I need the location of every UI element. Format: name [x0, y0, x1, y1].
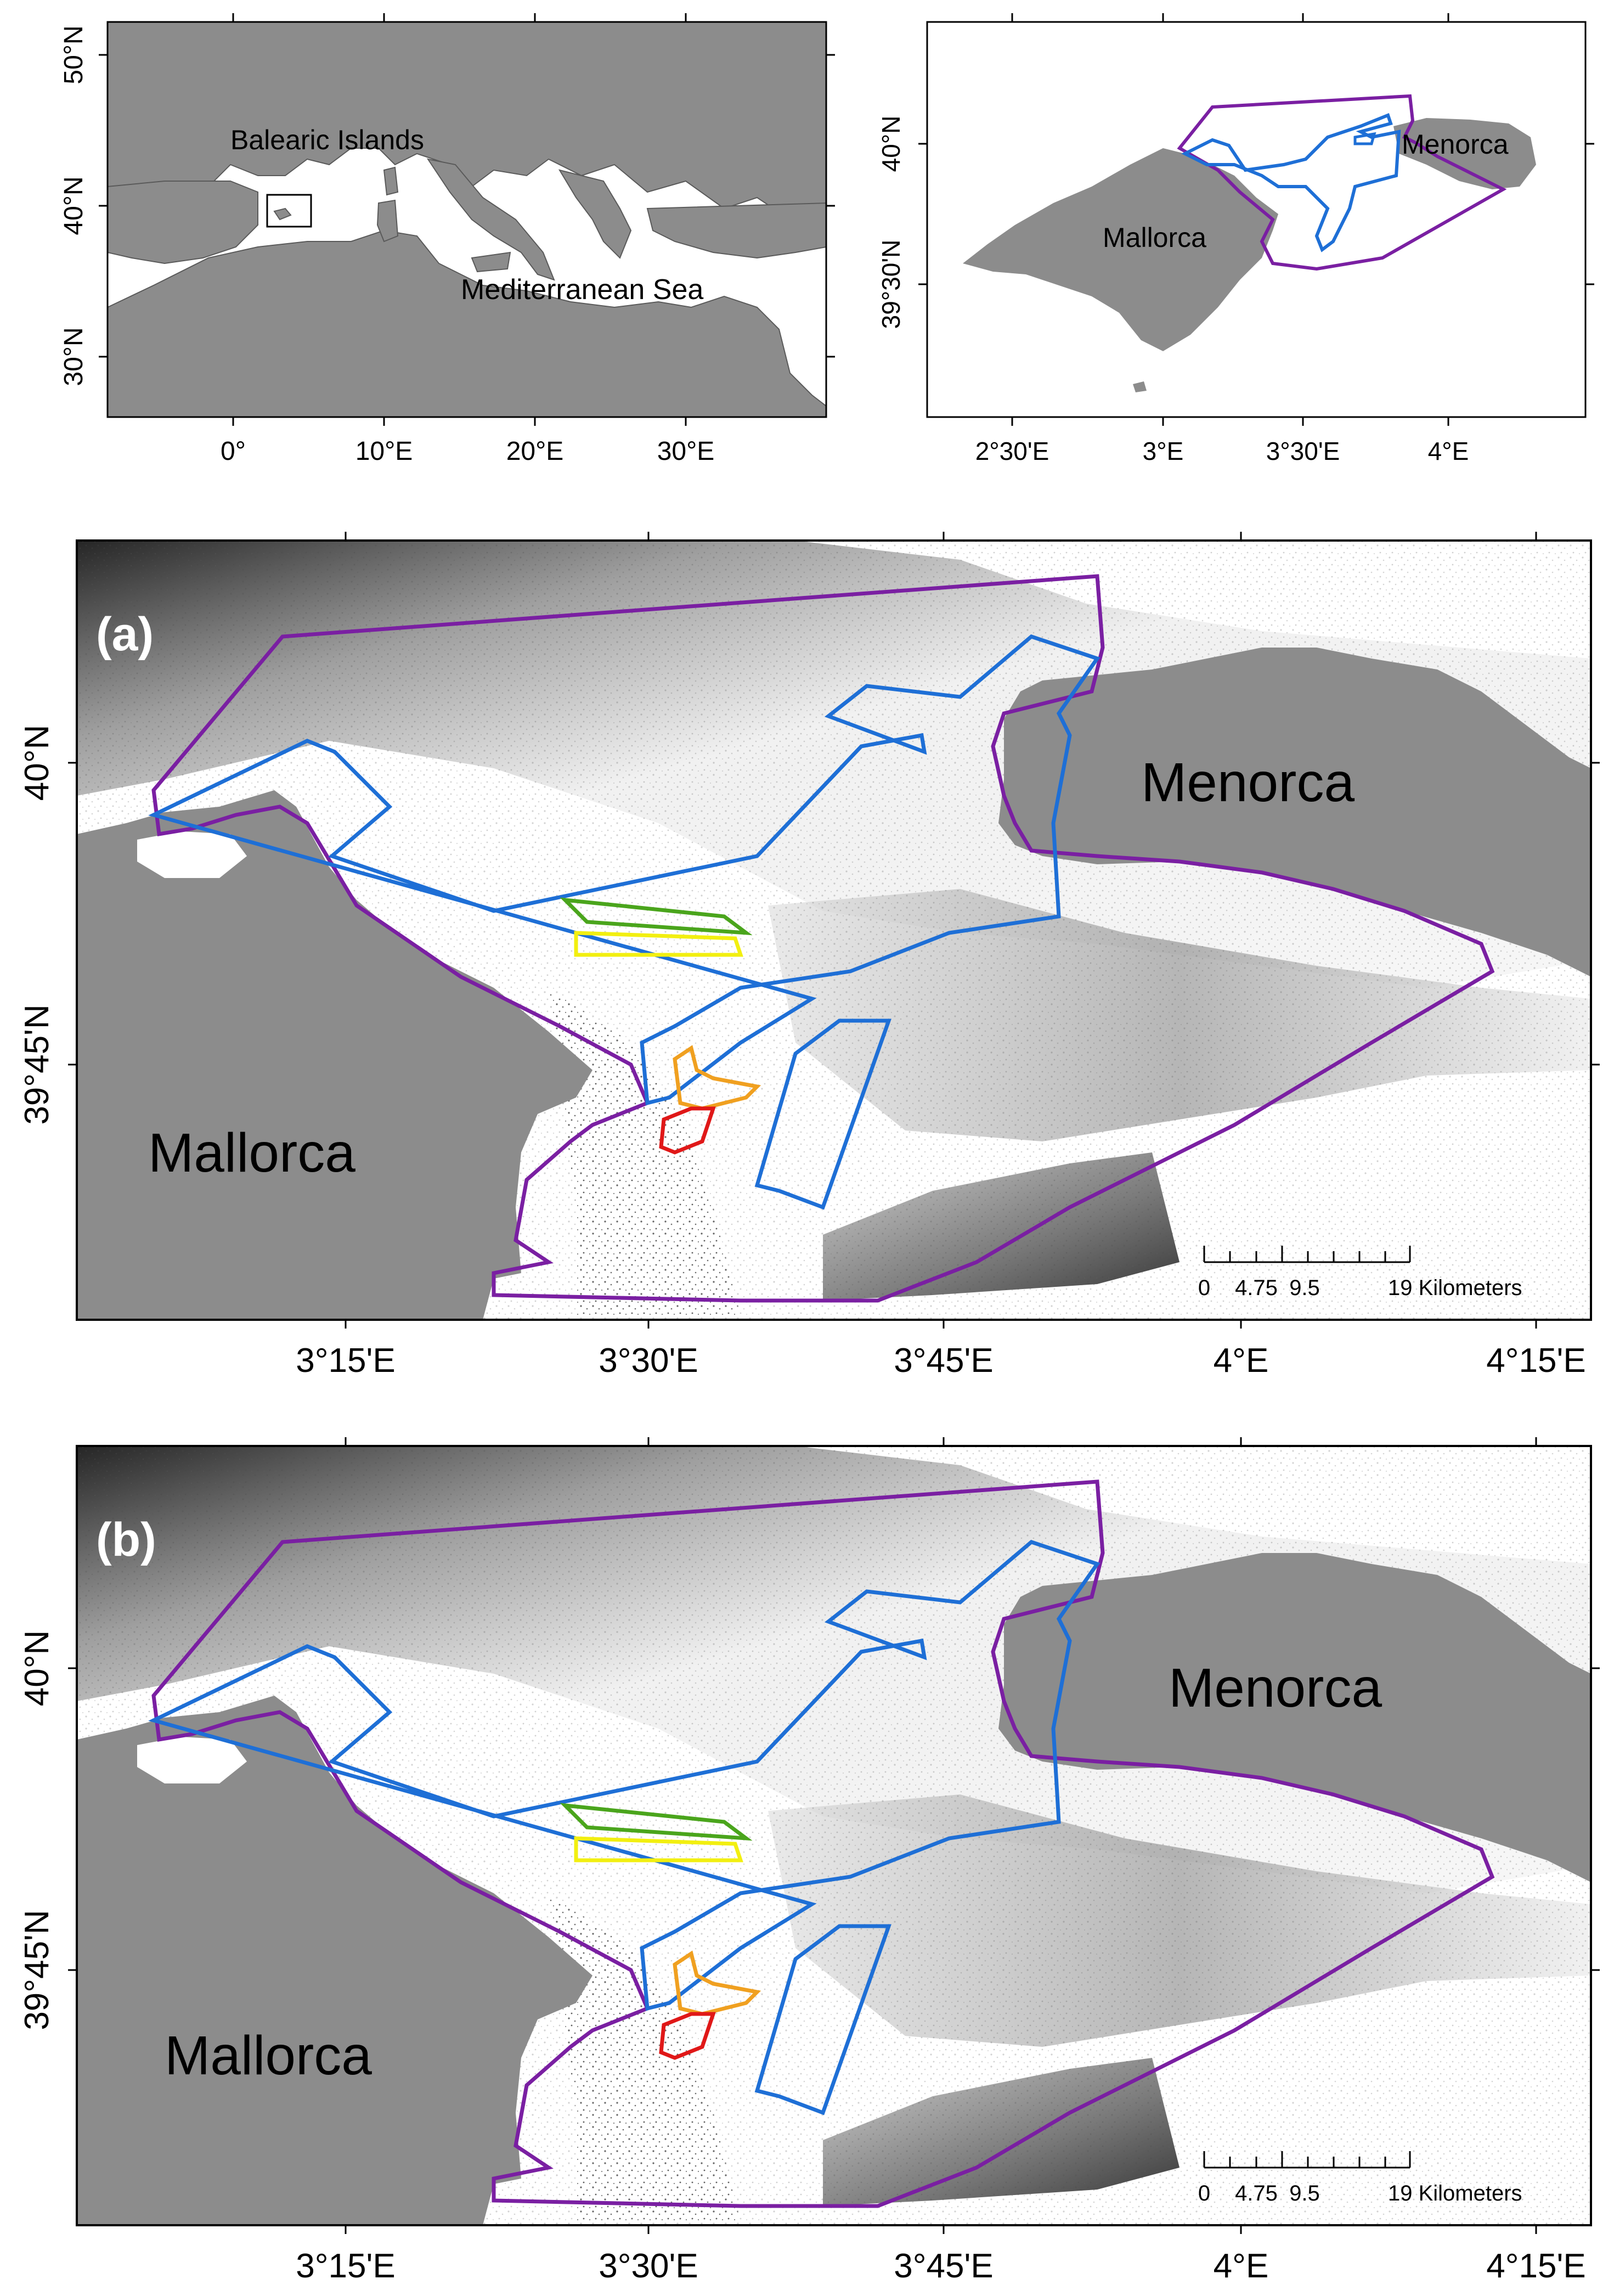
panel-a-menorca — [998, 648, 1591, 977]
inset-map-frame — [926, 21, 1587, 418]
overview-ticks — [99, 13, 835, 426]
balearic-highlight-box — [266, 194, 312, 228]
panel-b-scale-tick-0: 0 — [1198, 2181, 1210, 2205]
panel-b-scale-tick-2: 9.5 — [1289, 2181, 1320, 2205]
panel-b-yellow-box — [574, 1836, 743, 1862]
overview-sea-label: Mediterranean Sea — [461, 274, 703, 306]
panel-b-scale-bar — [1203, 2151, 1411, 2169]
panel-b-outer-boundary — [151, 1479, 1495, 2208]
panel-a-scale-tick-0: 0 — [1198, 1276, 1210, 1300]
inset-cabrera — [1133, 381, 1147, 392]
inset-lon-tick-3: 3°30'E — [1266, 437, 1340, 465]
inset-outer-boundary — [1177, 94, 1507, 271]
overview-lon-tick-3: 20°E — [506, 437, 564, 466]
overview-map-land — [107, 21, 827, 418]
panel-a-menorca-label: Menorca — [1141, 752, 1355, 813]
panel-b-inner-boundary-east-box — [754, 1924, 891, 2115]
panel-b-lon-tick-4: 4°E — [1214, 2247, 1269, 2285]
overview-map-frame — [106, 21, 827, 418]
panel-a-outer-boundary — [151, 574, 1495, 1303]
panel-a-scale-tick-3: 19 Kilometers — [1388, 1276, 1522, 1300]
inset-lon-tick-2: 3°E — [1143, 437, 1184, 465]
inset-mallorca — [963, 148, 1278, 351]
overview-lat-tick-2: 40°N — [59, 176, 88, 235]
panel-b-orange-box — [673, 1950, 761, 2016]
panel-b-menorca-label: Menorca — [1169, 1657, 1382, 1719]
panel-b-inner-boundary — [148, 1540, 1101, 2011]
overview-lat-tick-3: 30°N — [59, 327, 88, 386]
overview-region-label: Balearic Islands — [230, 125, 424, 155]
panel-b-scale-tick-3: 19 Kilometers — [1388, 2181, 1522, 2205]
panel-a-green-box — [560, 897, 753, 936]
panel-a-lat-tick-1: 40°N — [18, 725, 56, 801]
panel-b-scale-tick-1: 4.75 — [1235, 2181, 1278, 2205]
inset-inner-boundary — [1181, 113, 1401, 252]
panel-b-mallorca-label: Mallorca — [165, 2025, 372, 2086]
panel-a-map: (a) Mallorca Menorca 0 4.75 9.5 19 Kilom… — [18, 532, 1600, 1380]
inset-ticks — [918, 13, 1594, 426]
inset-menorca-label: Menorca — [1402, 129, 1509, 160]
panel-a-scale-bar — [1203, 1246, 1411, 1263]
panel-a-lat-tick-2: 39°45'N — [18, 1004, 56, 1124]
panel-b-lat-tick-2: 39°45'N — [18, 1910, 56, 2030]
panel-b-red-box — [659, 2012, 716, 2060]
panel-b-lon-tick-3: 3°45'E — [894, 2247, 993, 2285]
panel-b-green-box — [560, 1803, 753, 1841]
panel-a-mallorca-bay — [137, 831, 247, 878]
inset-menorca — [1393, 118, 1536, 189]
panel-b-map: (b) Mallorca Menorca 0 4.75 9.5 19 Kilom… — [18, 1437, 1600, 2285]
panel-b-lon-tick-5: 4°15'E — [1486, 2247, 1585, 2285]
panel-b-letter: (b) — [96, 1513, 156, 1566]
panel-a-ticks — [68, 532, 1600, 1329]
panel-a-inner-boundary-east-box — [754, 1018, 891, 1210]
panel-a-letter: (a) — [96, 608, 154, 661]
panel-a-mallorca-label: Mallorca — [148, 1122, 355, 1184]
panel-b-ticks — [68, 1437, 1600, 2234]
panel-b-vessel-density-core — [549, 1893, 741, 2222]
panel-b-lon-tick-2: 3°30'E — [599, 2247, 698, 2285]
panel-a-frame — [76, 539, 1592, 1321]
overview-lon-tick-2: 10°E — [355, 437, 413, 466]
overview-lat-tick-1: 50°N — [59, 25, 88, 84]
inset-lon-tick-1: 2°30'E — [975, 437, 1049, 465]
inset-map: Mallorca Menorca 40°N 39°30'N 2°30'E 3°E… — [877, 13, 1594, 465]
panel-a-red-box — [659, 1106, 716, 1155]
panel-a-yellow-box — [574, 931, 743, 957]
overview-lon-tick-1: 0° — [221, 437, 246, 466]
panel-a-lon-tick-5: 4°15'E — [1486, 1342, 1585, 1380]
panel-b-frame — [76, 1445, 1592, 2226]
panel-b-mallorca — [77, 1696, 592, 2225]
panel-a-orange-box — [673, 1045, 761, 1111]
panel-a-lon-tick-4: 4°E — [1214, 1342, 1269, 1380]
inset-lat-tick-2: 39°30'N — [877, 240, 905, 329]
panel-b-lat-tick-1: 40°N — [18, 1630, 56, 1707]
overview-map: Balearic Islands Mediterranean Sea 50°N … — [59, 13, 835, 466]
inset-mallorca-label: Mallorca — [1103, 222, 1206, 253]
inset-lat-tick-1: 40°N — [877, 116, 905, 172]
panel-b-mallorca-bay — [137, 1737, 247, 1783]
panel-a-mallorca — [77, 790, 592, 1320]
inset-inner-boundary-notch — [1353, 132, 1376, 145]
panel-b-menorca — [998, 1553, 1591, 1882]
overview-lon-tick-4: 30°E — [657, 437, 715, 466]
panel-a-scale-tick-1: 4.75 — [1235, 1276, 1278, 1300]
panel-a-vessel-density-core — [549, 988, 741, 1317]
panel-b-lon-tick-1: 3°15'E — [296, 2247, 395, 2285]
inset-lon-tick-4: 4°E — [1428, 437, 1469, 465]
panel-a-inner-boundary — [148, 634, 1101, 1106]
panel-a-lon-tick-2: 3°30'E — [599, 1342, 698, 1380]
panel-a-lon-tick-3: 3°45'E — [894, 1342, 993, 1380]
panel-a-scale-tick-2: 9.5 — [1289, 1276, 1320, 1300]
panel-a-lon-tick-1: 3°15'E — [296, 1342, 395, 1380]
